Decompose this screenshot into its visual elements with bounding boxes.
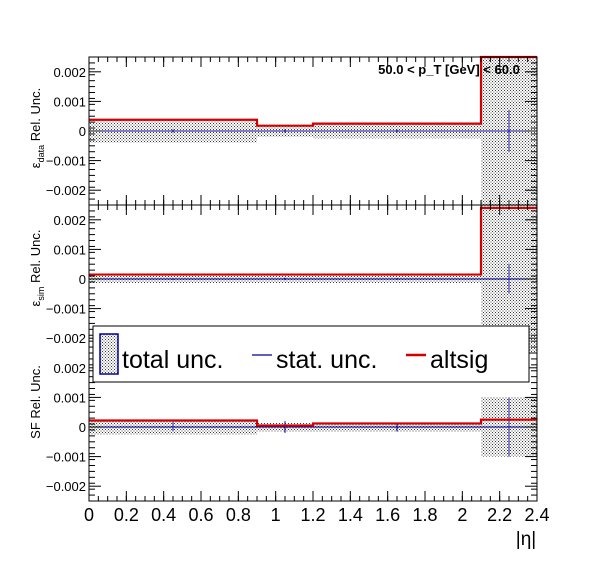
svg-text:SF Rel. Unc.: SF Rel. Unc. — [28, 365, 43, 439]
x-tick-label: 1.4 — [338, 505, 363, 525]
x-tick-label: 0.4 — [151, 505, 176, 525]
hatched-box-icon — [99, 333, 119, 375]
svg-text:εsim Rel. Unc.: εsim Rel. Unc. — [28, 230, 46, 307]
y-tick-label: 0.001 — [53, 94, 86, 109]
y-tick-label: 0 — [79, 272, 86, 287]
y-tick-label: −0.001 — [46, 302, 86, 317]
legend: total unc. stat. unc. altsig — [92, 325, 530, 383]
x-tick-label: 0 — [84, 505, 94, 525]
y-tick-label: −0.002 — [46, 183, 86, 198]
legend-box — [92, 325, 530, 383]
y-tick-label: −0.001 — [46, 450, 86, 465]
y-tick-label: 0.001 — [53, 390, 86, 405]
y-tick-label: 0 — [79, 124, 86, 139]
altsig-step-line — [89, 206, 537, 276]
x-tick-label: 1.2 — [300, 505, 325, 525]
svg-text:εdata Rel. Unc.: εdata Rel. Unc. — [28, 88, 46, 168]
altsig-step-line — [89, 418, 537, 427]
y-tick-label: 0.001 — [53, 242, 86, 257]
middle-panel: 0.002 0.001 0 −0.001 −0.002 — [46, 204, 538, 354]
x-tick-label: 1 — [271, 505, 281, 525]
x-tick-label: 1.6 — [375, 505, 400, 525]
x-tick-label: 2.2 — [487, 505, 512, 525]
legend-label-total: total unc. — [122, 346, 223, 374]
middle-y-axis-label: εsim Rel. Unc. — [28, 230, 46, 307]
x-tick-label: 2.4 — [524, 505, 549, 525]
top-panel: 0.002 0.001 0 −0.001 −0.002 — [46, 55, 538, 206]
y-tick-label: 0 — [79, 420, 86, 435]
x-tick-label: 2 — [457, 505, 467, 525]
y-tick-label: −0.002 — [46, 479, 86, 494]
bin-range-annotation: 50.0 < p_T [GeV] < 60.0 — [378, 62, 520, 77]
y-tick-label: −0.001 — [46, 154, 86, 169]
y-tick-label: 0.002 — [53, 213, 86, 228]
legend-label-stat: stat. unc. — [276, 346, 377, 374]
bottom-y-axis-label: SF Rel. Unc. — [28, 365, 43, 439]
x-tick-label: 0.8 — [226, 505, 251, 525]
y-tick-label: 0.002 — [53, 361, 86, 376]
x-axis-label: |η| — [516, 529, 536, 550]
x-tick-label: 0.2 — [114, 505, 139, 525]
legend-label-altsig: altsig — [430, 346, 488, 374]
bottom-panel: 0.002 0.001 0 −0.001 −0.002 0 0.2 0.4 0.6 0.8 1 1.2… — [46, 352, 550, 525]
x-tick-label: 1.8 — [412, 505, 437, 525]
altsig-step-line — [89, 55, 537, 127]
top-y-axis-label: εdata Rel. Unc. — [28, 88, 46, 168]
y-tick-label: −0.002 — [46, 331, 86, 346]
y-tick-label: 0.002 — [53, 65, 86, 80]
x-tick-label: 0.6 — [188, 505, 213, 525]
